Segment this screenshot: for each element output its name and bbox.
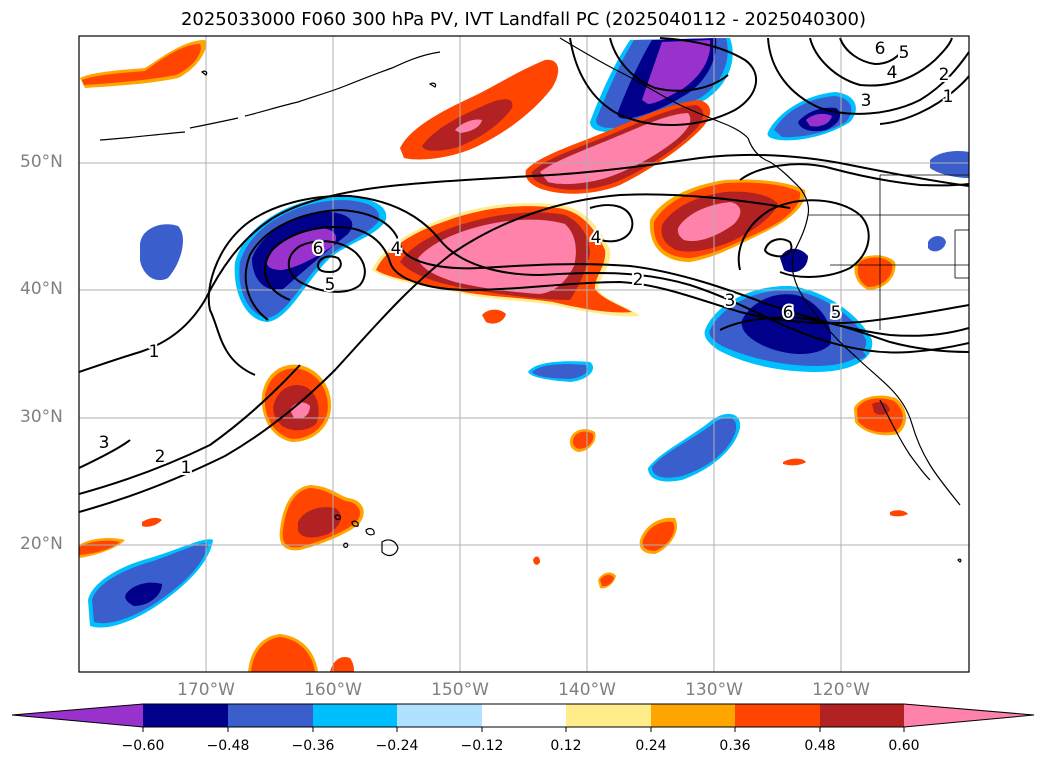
lat-label: 20°N	[20, 534, 63, 554]
colorbar	[11, 703, 1035, 732]
colorbar-tick-label: 0.60	[888, 738, 920, 754]
contour-label: 2	[155, 447, 166, 467]
colorbar-tick-label: 0.12	[550, 738, 582, 754]
colorbar-extend-high	[904, 704, 1034, 727]
colorbar-segment	[143, 704, 228, 727]
colorbar-tick-label: 0.48	[804, 738, 836, 754]
contour-label: 4	[887, 63, 898, 83]
contour-label: 6	[313, 239, 324, 259]
ivt-contours	[79, 37, 969, 513]
contour-label: 1	[149, 342, 160, 362]
lat-label: 30°N	[20, 407, 63, 427]
positive-pv-anomalies	[79, 40, 908, 672]
lat-label: 40°N	[20, 279, 63, 299]
contour-label: 1	[943, 87, 954, 107]
negative-pv-anomalies	[88, 38, 969, 628]
colorbar-extend-low	[12, 704, 143, 727]
gridlines	[79, 36, 969, 672]
contour-label: 3	[99, 433, 110, 453]
lon-label: 160°W	[304, 680, 362, 700]
contour-label: 2	[633, 270, 644, 290]
colorbar-tick-label: −0.36	[291, 738, 335, 754]
contour-label: 3	[861, 91, 872, 111]
colorbar-segment	[482, 704, 566, 727]
colorbar-segment	[566, 704, 651, 727]
colorbar-tick-label: −0.60	[121, 738, 165, 754]
contour-labels: 1 2 3 4 5 6 1 2 3 4 5 6 1 2 3 4 5 6	[97, 37, 956, 480]
colorbar-segment	[228, 704, 313, 727]
contour-label: 4	[591, 228, 602, 248]
colorbar-tick-label: −0.48	[206, 738, 250, 754]
colorbar-tick-label: −0.24	[375, 738, 419, 754]
contour-label: 6	[875, 39, 886, 59]
map-frame	[78, 35, 970, 673]
colorbar-tick-label: 0.36	[719, 738, 751, 754]
lon-label: 120°W	[812, 680, 870, 700]
contour-label: 6	[783, 303, 794, 323]
colorbar-segment	[313, 704, 397, 727]
colorbar-tick-label: 0.24	[635, 738, 667, 754]
contour-label: 3	[725, 291, 736, 311]
colorbar-segment	[651, 704, 735, 727]
contour-label: 5	[325, 275, 336, 295]
contour-label: 1	[181, 458, 192, 478]
colorbar-segment	[735, 704, 820, 727]
lon-label: 170°W	[177, 680, 235, 700]
lon-label: 130°W	[685, 680, 743, 700]
lon-label: 140°W	[558, 680, 616, 700]
contour-label: 5	[831, 303, 842, 323]
colorbar-segment	[397, 704, 482, 727]
colorbar-segment	[820, 704, 904, 727]
lon-label: 150°W	[431, 680, 489, 700]
coastlines	[99, 37, 962, 563]
contour-label: 2	[939, 65, 950, 85]
contour-label: 4	[391, 239, 402, 259]
contour-label: 5	[899, 43, 910, 63]
map-title: 2025033000 F060 300 hPa PV, IVT Landfall…	[180, 9, 867, 30]
colorbar-tick-label: −0.12	[460, 738, 504, 754]
lat-label: 50°N	[20, 152, 63, 172]
